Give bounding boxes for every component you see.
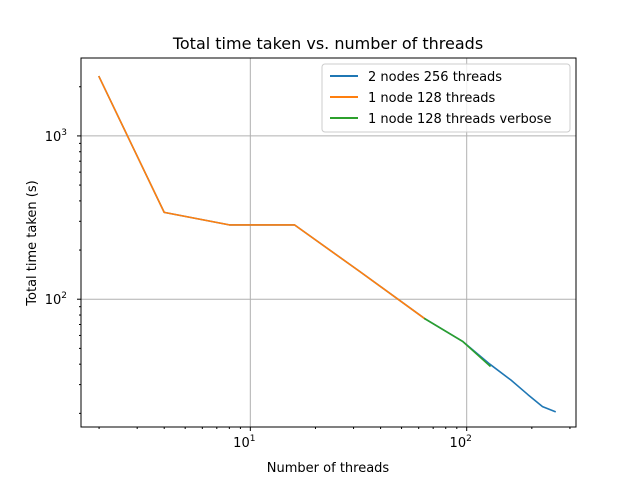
series-layer — [98, 75, 557, 413]
legend-label-2: 1 node 128 threads — [368, 91, 496, 106]
legend: 2 nodes 256 threads 1 node 128 threads 1 n… — [321, 63, 571, 133]
series-line-3 — [423, 317, 492, 368]
x-tick-label-exp: 2 — [466, 434, 472, 444]
chart-title: Total time taken vs. number of threads — [172, 34, 483, 53]
x-tick-label-base: 10 — [450, 436, 467, 451]
y-tick-label: 102 — [45, 291, 67, 308]
legend-label-1: 2 nodes 256 threads — [368, 70, 502, 85]
y-tick-label-exp: 2 — [61, 291, 67, 301]
x-tick-label-exp: 1 — [250, 434, 256, 444]
y-axis-label: Total time taken (s) — [25, 180, 40, 306]
y-tick-label-base: 10 — [45, 130, 62, 145]
y-tick-label-exp: 3 — [61, 128, 67, 138]
x-tick-label: 102 — [450, 434, 472, 451]
x-tick-label: 101 — [233, 434, 255, 451]
series-line-2 — [98, 75, 426, 320]
legend-label-3: 1 node 128 threads verbose — [368, 112, 551, 127]
y-tick-label: 103 — [45, 128, 67, 145]
y-tick-label-base: 10 — [45, 293, 62, 308]
legend-box — [321, 63, 571, 133]
legend-items: 2 nodes 256 threads 1 node 128 threads 1 n… — [330, 70, 551, 127]
x-tick-label-base: 10 — [233, 436, 250, 451]
x-axis-label: Number of threads — [267, 461, 390, 476]
plot-frame — [80, 57, 577, 428]
